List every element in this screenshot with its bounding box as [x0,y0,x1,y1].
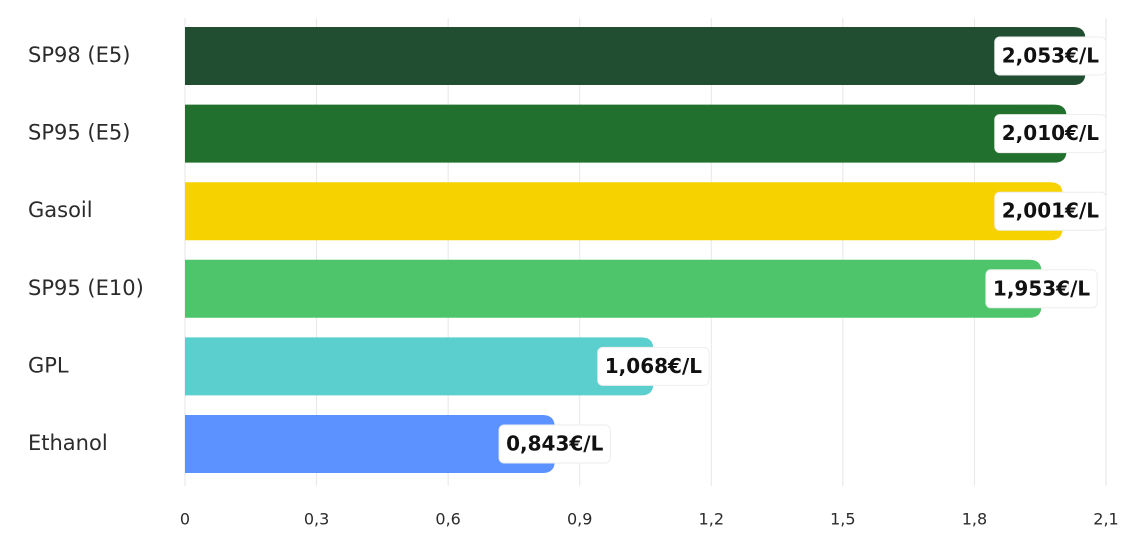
x-tick-label: 1,5 [830,510,855,529]
bar [185,182,1063,241]
value-label: 2,001€/L [994,191,1107,231]
bar [185,27,1086,85]
y-tick-label: Ethanol [28,431,108,455]
value-label-text: 1,953€/L [993,276,1090,300]
y-tick-label: SP95 (E10) [28,276,144,300]
x-tick-label: 0,9 [567,510,592,529]
bar [185,415,555,473]
y-tick-label: SP98 (E5) [28,43,130,67]
x-tick-label: 0 [180,510,190,529]
value-label-box [985,269,1098,309]
x-tick-label: 1,8 [962,510,987,529]
y-tick-label: GPL [28,353,69,377]
value-label-box [994,114,1107,154]
x-tick-label: 2,1 [1093,510,1118,529]
value-label: 1,068€/L [597,346,710,386]
value-label: 0,843€/L [498,424,611,464]
value-label-box [994,36,1107,76]
value-label-text: 2,053€/L [1002,44,1099,68]
x-tick-label: 0,6 [435,510,460,529]
value-label-box [994,191,1107,231]
y-tick-label: SP95 (E5) [28,121,130,145]
y-tick-label: Gasoil [28,198,93,222]
bar [185,259,1042,318]
value-label-text: 2,001€/L [1002,199,1099,223]
value-label-text: 2,010€/L [1002,121,1099,145]
value-label-text: 0,843€/L [506,432,603,456]
value-label: 2,010€/L [994,114,1107,154]
x-tick-label: 1,2 [699,510,724,529]
bar [185,104,1067,163]
value-label: 1,953€/L [985,269,1098,309]
value-label-box [498,424,611,464]
bar [185,337,654,396]
value-label: 2,053€/L [994,36,1107,76]
x-tick-label: 0,3 [304,510,329,529]
value-label-box [597,346,710,386]
value-label-text: 1,068€/L [605,354,702,378]
